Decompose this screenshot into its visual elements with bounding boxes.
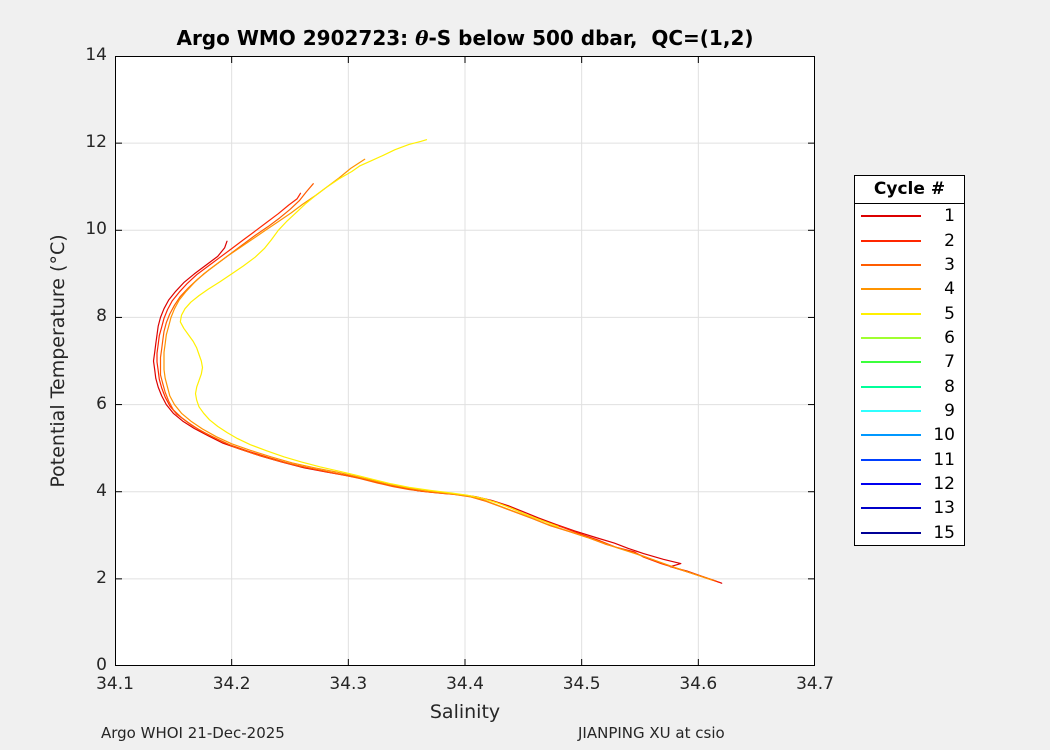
legend-item-cycle-7: 7 [855,350,964,374]
legend-items: 1 2 3 4 5 6 7 8 9 10 11 12 13 15 [855,204,964,545]
legend-item-cycle-4: 4 [855,277,964,301]
legend-item-label: 10 [933,425,955,446]
legend-item-cycle-2: 2 [855,228,964,252]
legend-line-swatch [861,434,921,437]
legend-item-cycle-8: 8 [855,375,964,399]
y-tick-label: 14 [85,45,107,65]
legend-line-swatch [861,288,921,291]
legend-title: Cycle # [855,176,964,204]
footer-credit-right: JIANPING XU at csio [578,724,725,742]
legend-line-swatch [861,263,921,266]
legend-line-swatch [861,361,921,364]
y-tick-label: 12 [85,132,107,153]
legend: Cycle # 1 2 3 4 5 6 7 8 9 10 11 12 13 15 [854,175,965,546]
legend-line-swatch [861,410,921,413]
legend-item-cycle-11: 11 [855,448,964,472]
plot-title: Argo WMO 2902723: θ-S below 500 dbar, QC… [115,26,815,50]
legend-item-label: 13 [933,498,955,519]
legend-item-cycle-15: 15 [855,521,964,545]
legend-item-label: 2 [944,230,955,251]
legend-line-swatch [861,336,921,339]
legend-item-cycle-9: 9 [855,399,964,423]
title-suffix: -S below 500 dbar, QC=(1,2) [428,26,754,50]
title-prefix: Argo WMO 2902723: [176,26,416,50]
x-tick-label: 34.4 [446,674,484,694]
legend-item-label: 8 [944,376,955,397]
theta-symbol: θ [415,26,429,50]
legend-line-swatch [861,215,921,218]
x-tick-label: 34.5 [562,674,601,694]
legend-line-swatch [861,507,921,510]
legend-item-cycle-12: 12 [855,472,964,496]
legend-line-swatch [861,531,921,534]
legend-item-label: 15 [933,522,955,543]
legend-line-swatch [861,385,921,388]
legend-item-cycle-5: 5 [855,301,964,325]
footer-credit-left: Argo WHOI 21-Dec-2025 [101,724,285,742]
legend-item-label: 5 [944,303,955,324]
legend-item-label: 3 [944,254,955,275]
legend-item-label: 6 [944,327,955,348]
axes-frame [115,56,815,666]
x-tick-label: 34.7 [796,674,834,694]
legend-item-label: 1 [944,206,955,227]
y-tick-label: 2 [96,567,107,588]
legend-item-cycle-13: 13 [855,496,964,520]
legend-line-swatch [861,239,921,242]
plot-area [115,56,815,666]
y-tick-label: 10 [85,219,107,240]
legend-line-swatch [861,458,921,461]
legend-item-label: 11 [933,449,955,470]
legend-line-swatch [861,483,921,486]
y-tick-label: 6 [96,393,107,414]
x-tick-label: 34.1 [96,674,134,694]
y-tick-label: 4 [96,480,107,501]
profile-line-cycle-4 [163,158,713,581]
legend-line-swatch [861,312,921,315]
y-tick-label: 0 [96,655,107,675]
x-tick-label: 34.3 [329,674,368,694]
y-axis-label: Potential Temperature (°C) [47,234,69,488]
x-tick-label: 34.2 [212,674,251,694]
legend-item-cycle-6: 6 [855,326,964,350]
legend-item-cycle-3: 3 [855,253,964,277]
legend-item-cycle-1: 1 [855,204,964,228]
x-axis-label: Salinity [429,701,501,723]
x-tick-label: 34.6 [679,674,718,694]
legend-item-label: 9 [944,401,955,422]
profile-line-cycle-5 [179,139,559,528]
legend-item-label: 12 [933,474,955,495]
legend-item-label: 7 [944,352,955,373]
legend-item-label: 4 [944,279,955,300]
legend-item-cycle-10: 10 [855,423,964,447]
y-tick-label: 8 [96,306,107,327]
